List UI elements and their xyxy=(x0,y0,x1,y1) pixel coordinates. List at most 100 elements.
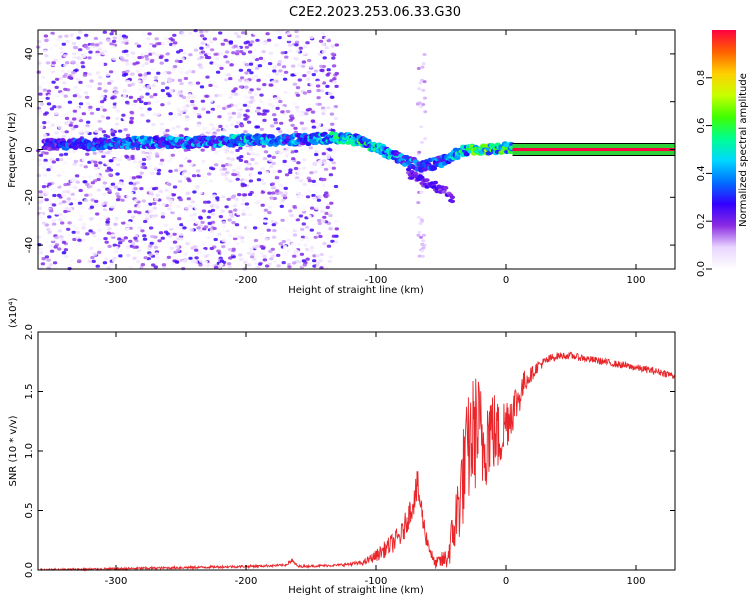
spectrogram-point xyxy=(228,115,233,119)
spectrogram-point xyxy=(160,81,166,85)
spectrogram-point xyxy=(139,187,144,191)
spectrogram-point xyxy=(291,64,296,68)
spectrogram-point xyxy=(309,245,315,250)
spectrogram-point xyxy=(155,193,160,197)
spectrogram-point xyxy=(267,262,273,266)
spectrogram-point xyxy=(166,196,171,200)
spectrogram-point xyxy=(138,73,143,77)
spectrogram-point xyxy=(257,171,263,175)
spectrogram-point xyxy=(47,230,52,234)
spectrogram-point xyxy=(199,30,204,34)
spectrogram-point xyxy=(102,49,108,53)
spectrogram-point xyxy=(327,259,332,263)
spectrogram-point xyxy=(168,112,173,116)
spectrogram-point xyxy=(326,68,331,72)
spectrogram-point xyxy=(214,94,219,98)
spectrogram-point xyxy=(209,99,214,103)
spectrogram-point xyxy=(78,48,83,52)
spectrogram-point xyxy=(113,222,118,226)
spectrogram-point xyxy=(294,178,300,182)
spectrogram-point xyxy=(321,112,326,116)
spectrogram-point xyxy=(97,87,102,91)
spectrogram-point xyxy=(169,175,174,180)
spectrogram-point xyxy=(315,254,320,258)
spectrogram-point xyxy=(301,64,306,68)
spectrogram-point xyxy=(262,83,267,87)
spectrogram-point xyxy=(99,100,105,104)
spectrogram-point xyxy=(108,70,114,74)
spectrogram-point xyxy=(421,62,426,66)
spectrogram-point xyxy=(152,104,157,108)
spectrogram-point xyxy=(165,46,171,51)
spectrogram-point xyxy=(237,102,243,106)
spectrogram-point xyxy=(175,245,180,249)
spectrogram-point xyxy=(138,160,143,164)
spectrogram-point xyxy=(316,198,322,202)
spectrogram-point xyxy=(301,166,307,170)
spectrogram-point xyxy=(249,255,255,259)
snr-xticks: -300 -200 -100 0 100 xyxy=(105,332,646,587)
spectrogram-point xyxy=(241,52,246,56)
spectrogram-point xyxy=(156,168,162,172)
spectrogram-point xyxy=(109,185,114,189)
spectrogram-point xyxy=(295,93,301,97)
spectrogram-point xyxy=(318,258,323,263)
spectrogram-point xyxy=(273,118,278,122)
spectrogram-point xyxy=(300,227,305,231)
spectrogram-point xyxy=(235,49,240,54)
spectrogram-point xyxy=(265,109,270,113)
spectrogram-point xyxy=(420,249,425,253)
spectrogram-point xyxy=(281,36,286,40)
spectrogram-point xyxy=(95,212,100,216)
spectrogram-point xyxy=(120,58,125,62)
spectrogram-point xyxy=(309,82,314,86)
spectrogram-point xyxy=(112,36,118,40)
spectrogram-point xyxy=(261,121,266,125)
spectrogram-point xyxy=(130,212,135,216)
spectrogram-point xyxy=(105,73,111,77)
spectrogram-point xyxy=(97,82,103,86)
spectrogram-point xyxy=(291,242,296,246)
spectrogram-point xyxy=(97,250,102,254)
spectrogram-point xyxy=(49,34,54,38)
spectrogram-point xyxy=(48,78,53,82)
spectrogram-point xyxy=(49,249,55,253)
spectrogram-point xyxy=(58,201,63,206)
spectrogram-point xyxy=(105,169,110,173)
snr-series xyxy=(37,351,675,572)
spectrogram-point xyxy=(157,42,162,46)
spectrogram-point xyxy=(229,63,234,67)
spectrogram-point xyxy=(259,53,265,57)
spectrogram-point xyxy=(172,232,177,236)
spectrogram-point xyxy=(233,208,238,212)
spectrogram-point xyxy=(319,68,324,72)
spectrogram-point xyxy=(187,69,192,73)
spectrogram-point xyxy=(190,99,195,104)
spectrogram-point xyxy=(192,212,198,216)
x-tick-label: 0 xyxy=(503,576,509,587)
spectrogram-point xyxy=(177,112,182,116)
spectrogram-point xyxy=(278,69,283,73)
spectrogram-point xyxy=(292,254,297,258)
spectrogram-point xyxy=(58,168,63,172)
spectrogram-point xyxy=(143,41,148,46)
spectrogram-point xyxy=(328,211,333,215)
spectrogram-point xyxy=(152,206,157,210)
spectrogram-point xyxy=(292,261,297,265)
spectrogram-point xyxy=(288,209,293,213)
spectrogram-point xyxy=(78,129,84,133)
spectrogram-point xyxy=(285,109,291,114)
spectrogram-point xyxy=(125,245,131,249)
spectrogram-point xyxy=(147,222,152,226)
spectrogram-point xyxy=(318,80,323,84)
spectrogram-point xyxy=(236,156,241,160)
spectrogram-point xyxy=(116,194,121,198)
spectrogram-point xyxy=(111,39,117,44)
ridge-point xyxy=(168,144,175,149)
spectrogram-point xyxy=(167,82,173,86)
spectrogram-point xyxy=(251,104,256,108)
spectrogram-point xyxy=(144,212,149,216)
spectrogram-point xyxy=(102,160,107,164)
spectrogram-point xyxy=(292,233,298,237)
spectrogram-point xyxy=(124,49,129,53)
